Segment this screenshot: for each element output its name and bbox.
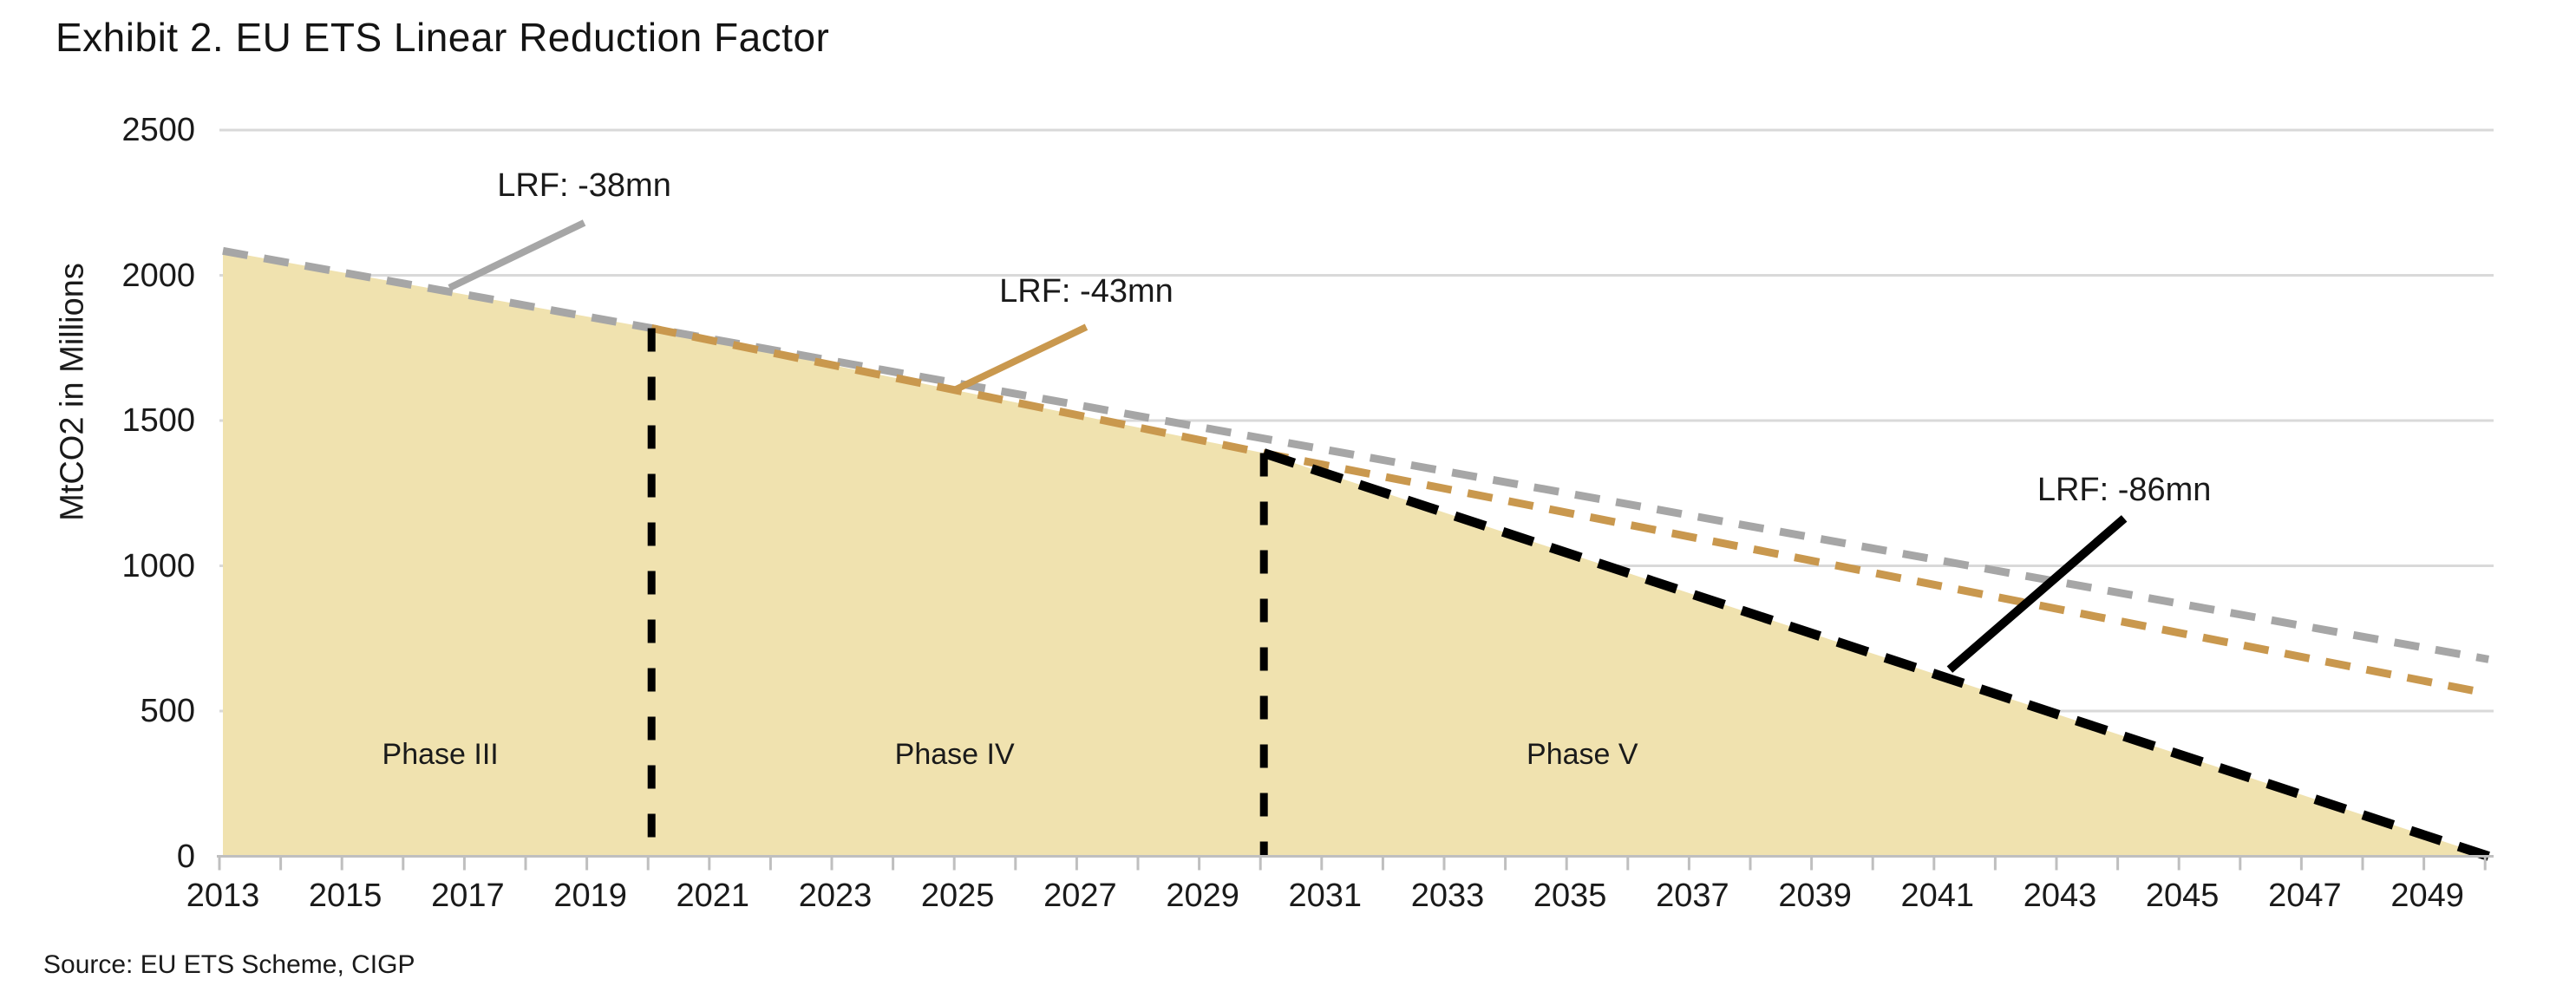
- x-tick-label-2049: 2049: [2390, 878, 2464, 914]
- x-tick-label-2017: 2017: [431, 878, 505, 914]
- x-tick-label-2015: 2015: [308, 878, 382, 914]
- annotation-lrf-43: LRF: -43mn: [999, 272, 1174, 310]
- x-tick-label-2047: 2047: [2268, 878, 2342, 914]
- annotation-lrf-38: LRF: -38mn: [497, 166, 671, 204]
- x-tick-label-2039: 2039: [1778, 878, 1852, 914]
- y-axis-title: MtCO2 in Millions: [54, 263, 91, 521]
- annotation-leader-1: [952, 323, 1089, 394]
- x-tick-label-2027: 2027: [1043, 878, 1117, 914]
- phase-label-v: Phase V: [1527, 738, 1638, 772]
- x-tick-label-2013: 2013: [186, 878, 260, 914]
- y-tick-label-1500: 1500: [121, 402, 195, 439]
- y-tick-label-2500: 2500: [121, 112, 195, 148]
- x-tick-label-2023: 2023: [798, 878, 873, 914]
- x-tick-label-2031: 2031: [1288, 878, 1363, 914]
- cap-area-fill: [223, 251, 2489, 857]
- y-tick-label-0: 0: [176, 838, 195, 875]
- x-tick-label-2021: 2021: [676, 878, 750, 914]
- chart-title: Exhibit 2. EU ETS Linear Reduction Facto…: [56, 15, 830, 60]
- source-note: Source: EU ETS Scheme, CIGP: [43, 950, 415, 979]
- x-tick-label-2045: 2045: [2145, 878, 2220, 914]
- x-tick-label-2025: 2025: [920, 878, 995, 914]
- x-tick-label-2033: 2033: [1410, 878, 1485, 914]
- y-tick-label-500: 500: [140, 693, 195, 729]
- phase-label-iii: Phase III: [382, 738, 499, 772]
- x-tick-label-2037: 2037: [1656, 878, 1729, 914]
- x-tick-label-2043: 2043: [2023, 878, 2097, 914]
- y-tick-label-2000: 2000: [121, 257, 195, 294]
- y-tick-label-1000: 1000: [121, 547, 195, 584]
- x-tick-label-2035: 2035: [1533, 878, 1607, 914]
- series-line-1: [222, 246, 2489, 663]
- annotation-leader-2: [1946, 515, 2128, 673]
- x-tick-label-2041: 2041: [1900, 878, 1975, 914]
- x-tick-label-2019: 2019: [553, 878, 627, 914]
- annotation-lrf-86: LRF: -86mn: [2037, 471, 2212, 508]
- annotation-leader-0: [448, 219, 586, 291]
- x-tick-label-2029: 2029: [1166, 878, 1239, 914]
- phase-label-iv: Phase IV: [894, 738, 1015, 772]
- series-line-3: [1262, 448, 2490, 861]
